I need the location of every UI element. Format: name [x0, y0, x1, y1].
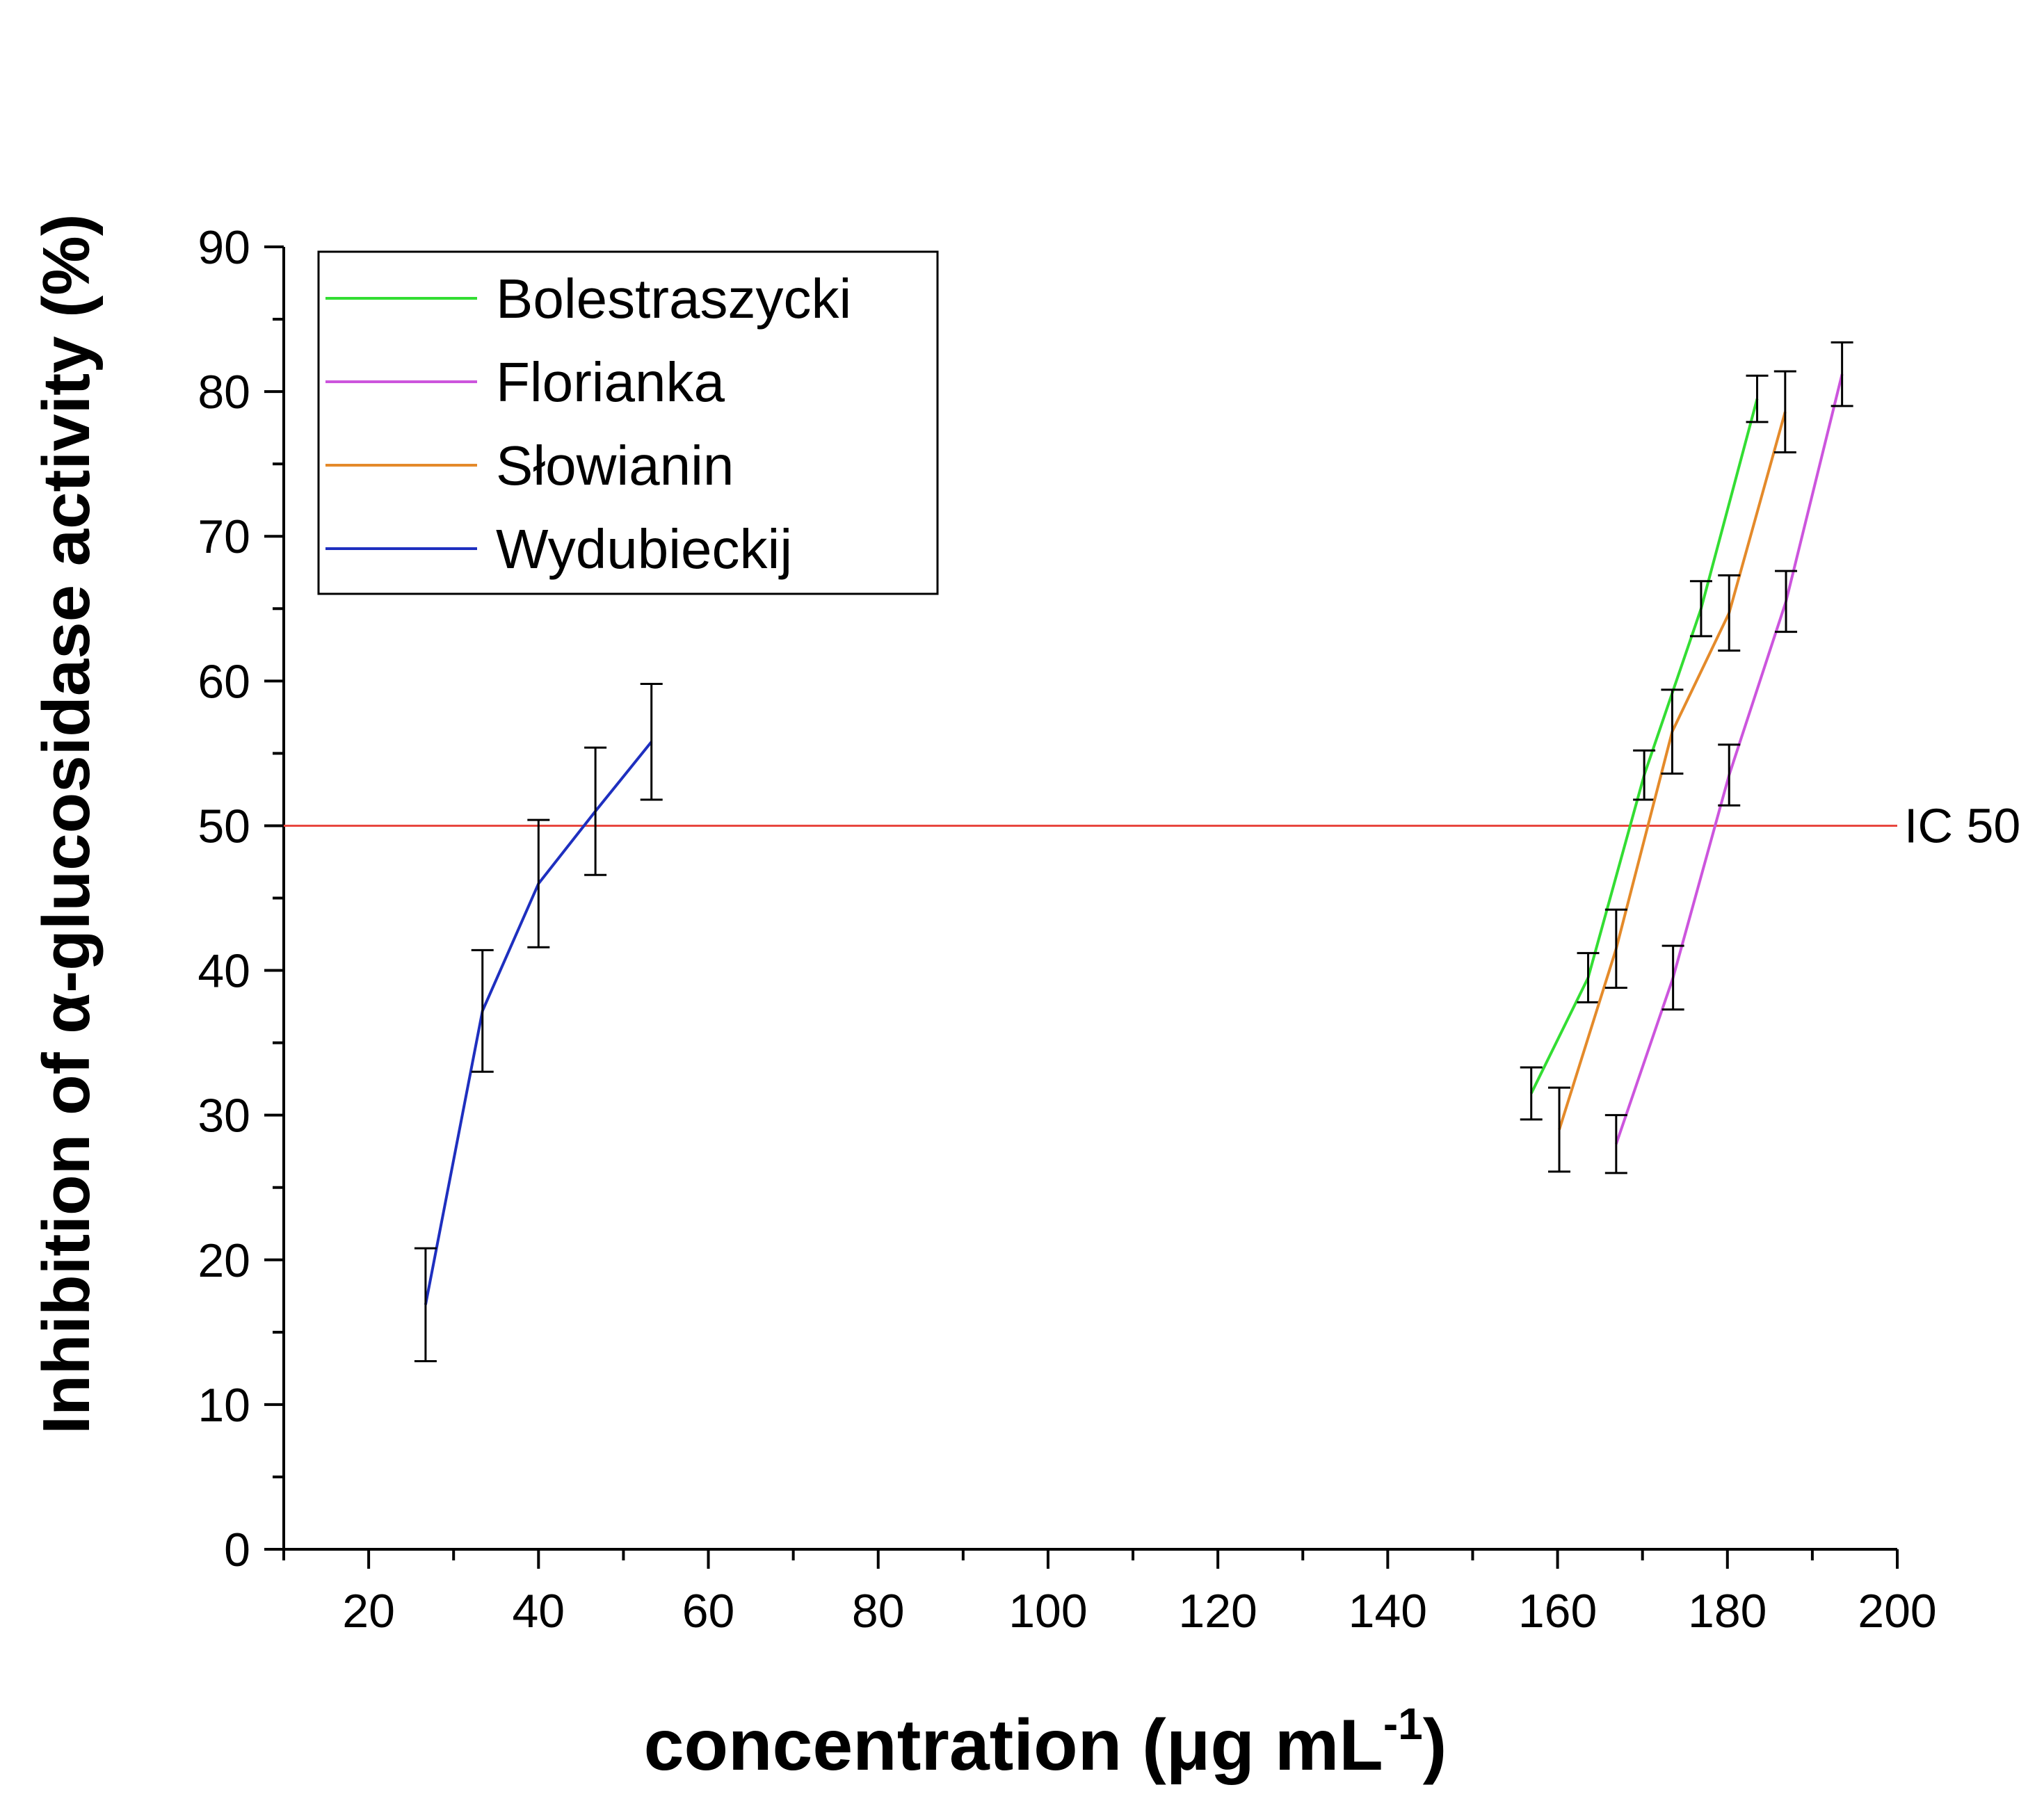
legend: Bolestraszycki Florianka Słowianin Wydubiec… — [319, 252, 937, 594]
error-bar — [641, 684, 663, 799]
error-bar — [1831, 342, 1853, 406]
error-bar — [1746, 375, 1769, 422]
error-bar — [1633, 750, 1655, 800]
y-tick-label: 20 — [198, 1234, 250, 1287]
y-tick-label: 80 — [198, 366, 250, 419]
y-tick-label: 10 — [198, 1379, 250, 1432]
x-tick-label: 80 — [852, 1585, 905, 1638]
y-tick-label: 30 — [198, 1090, 250, 1142]
x-tick-label: 140 — [1349, 1585, 1427, 1638]
x-tick-label: 200 — [1858, 1585, 1936, 1638]
series-wydubieckij — [415, 684, 663, 1361]
legend-label: Florianka — [496, 351, 725, 413]
x-tick-label: 160 — [1518, 1585, 1597, 1638]
x-axis-title-superscript: -1 — [1383, 1699, 1423, 1749]
x-tick-label: 20 — [342, 1585, 395, 1638]
x-axis-title: concentration (μg mL-1) — [644, 1699, 1447, 1786]
x-axis-title-close: ) — [1423, 1705, 1447, 1786]
y-tick-label: 70 — [198, 510, 250, 563]
ic50-reference-group: IC 50 — [284, 798, 2020, 853]
x-tick-label: 100 — [1008, 1585, 1087, 1638]
y-tick-label: 40 — [198, 945, 250, 998]
series-s-owianin — [1548, 371, 1796, 1172]
x-tick-label: 60 — [682, 1585, 735, 1638]
legend-label: Bolestraszycki — [496, 268, 851, 330]
error-bar — [584, 748, 606, 875]
x-tick-label: 180 — [1688, 1585, 1767, 1638]
y-tick-label: 0 — [224, 1524, 250, 1576]
x-tick-label: 40 — [512, 1585, 565, 1638]
x-tick-label: 120 — [1178, 1585, 1257, 1638]
y-axis-title: Inhibition of α-glucosidase activity (%) — [29, 213, 104, 1434]
y-tick-label: 60 — [198, 655, 250, 708]
y-tick-label: 90 — [198, 221, 250, 274]
legend-label: Wydubieckij — [496, 518, 792, 580]
ic50-label: IC 50 — [1904, 798, 2020, 853]
series-line — [1531, 399, 1757, 1094]
y-tick-label: 50 — [198, 800, 250, 853]
error-bar — [527, 820, 549, 947]
legend-label: Słowianin — [496, 435, 734, 496]
x-axis-title-main: concentration (μg mL — [644, 1705, 1383, 1786]
series-florianka — [1605, 342, 1853, 1173]
series-bolestraszycki — [1520, 375, 1769, 1120]
